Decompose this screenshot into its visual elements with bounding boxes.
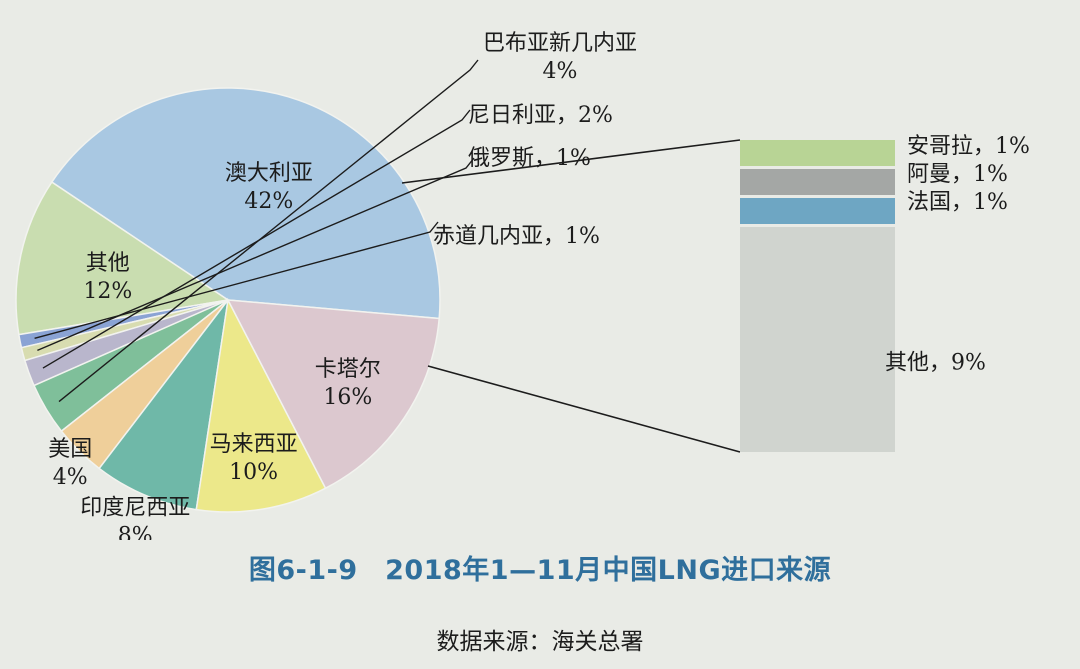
connector-line-top <box>401 139 741 184</box>
slice-label-8: 马来西亚 <box>210 432 298 457</box>
slice-value-5: 4% <box>543 59 578 84</box>
pie-slice-1 <box>15 181 230 336</box>
leader-lines <box>34 59 741 453</box>
slice-value-0: 42% <box>244 189 293 214</box>
slice-value-6: 4% <box>53 465 88 490</box>
slice-label-2: 赤道几内亚，1% <box>433 224 600 249</box>
pie-slice-8 <box>195 297 327 513</box>
slice-value-8: 10% <box>229 460 278 485</box>
slice-value-7: 8% <box>118 524 153 540</box>
slice-value-9: 16% <box>323 385 372 410</box>
pie-slices <box>15 87 441 513</box>
breakdown-label-2: 法国，1% <box>907 190 1008 215</box>
pie-slice-9 <box>226 299 441 490</box>
slice-label-6: 美国 <box>48 437 92 462</box>
slice-label-7: 印度尼西亚 <box>80 496 190 521</box>
slice-label-1: 其他 <box>86 251 130 276</box>
chart-source: 数据来源：海关总署 <box>436 629 644 655</box>
slice-label-0: 澳大利亚 <box>225 161 313 186</box>
slice-label-4: 尼日利亚，2% <box>468 103 613 128</box>
breakdown-segment-1 <box>740 169 895 195</box>
chart-title: 图6-1-9 2018年1—11月中国LNG进口来源 <box>248 555 832 586</box>
connector-line-bottom <box>427 365 741 453</box>
breakdown-segment-3 <box>740 227 895 452</box>
leader-line-2 <box>34 221 439 339</box>
slice-label-9: 卡塔尔 <box>315 357 381 382</box>
pie-labels: 澳大利亚 42% 其他 12% 美国 4% 印度尼西亚 8% 马来西亚 10% 卡塔尔 16% 赤道几内… <box>48 31 637 540</box>
breakdown-segment-0 <box>740 140 895 166</box>
breakdown-bar: 安哥拉，1% 阿曼，1% 法国，1% 其他，9% <box>740 134 1030 452</box>
breakdown-segment-2 <box>740 198 895 224</box>
slice-label-5: 巴布亚新几内亚 <box>483 31 637 56</box>
pie-slice-0 <box>50 87 441 320</box>
leader-line-5 <box>58 59 479 403</box>
leader-line-4 <box>42 109 471 369</box>
breakdown-label-0: 安哥拉，1% <box>907 134 1030 159</box>
pie-chart: 澳大利亚 42% 其他 12% 美国 4% 印度尼西亚 8% 马来西亚 10% 卡塔尔 16% 赤道几内… <box>15 31 1030 540</box>
leader-line-3 <box>37 157 475 352</box>
breakdown-label-1: 阿曼，1% <box>907 162 1008 187</box>
breakdown-label-3: 其他，9% <box>885 351 986 376</box>
slice-value-1: 12% <box>83 279 132 304</box>
pie-slice-7 <box>98 299 229 511</box>
